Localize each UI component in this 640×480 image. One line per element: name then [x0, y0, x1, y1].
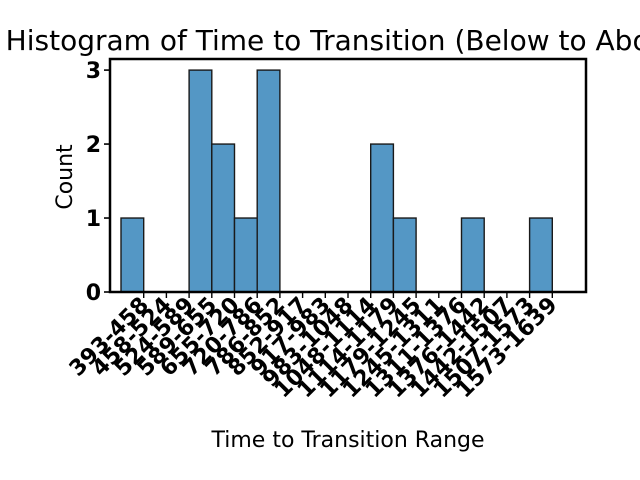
y-axis-ticks: 0 1 2 3: [86, 59, 110, 306]
y-tick-label: 2: [86, 133, 101, 158]
plot-frame: [108, 57, 588, 294]
bar-589-655: [188, 69, 213, 293]
chart-title: Histogram of Time to Transition (Below t…: [6, 24, 640, 57]
bar-1573-1639: [528, 217, 553, 293]
bars-group: [120, 69, 553, 293]
y-tick-label: 0: [86, 281, 101, 306]
y-tick-label: 1: [86, 207, 101, 232]
bar-720-786: [233, 217, 258, 293]
bar-1376-1442: [460, 217, 485, 293]
x-axis-label: Time to Transition Range: [210, 428, 484, 453]
bar-655-720: [211, 143, 236, 293]
bar-786-852: [256, 69, 281, 293]
bar-1114-1179: [370, 143, 395, 293]
x-axis-ticks: 393-458458-524524-589589-655655-720720-7…: [65, 292, 563, 403]
bar-1179-1245: [392, 217, 417, 293]
y-axis-label: Count: [53, 144, 78, 210]
y-tick-label: 3: [86, 59, 101, 84]
bar-393-458: [120, 217, 145, 293]
